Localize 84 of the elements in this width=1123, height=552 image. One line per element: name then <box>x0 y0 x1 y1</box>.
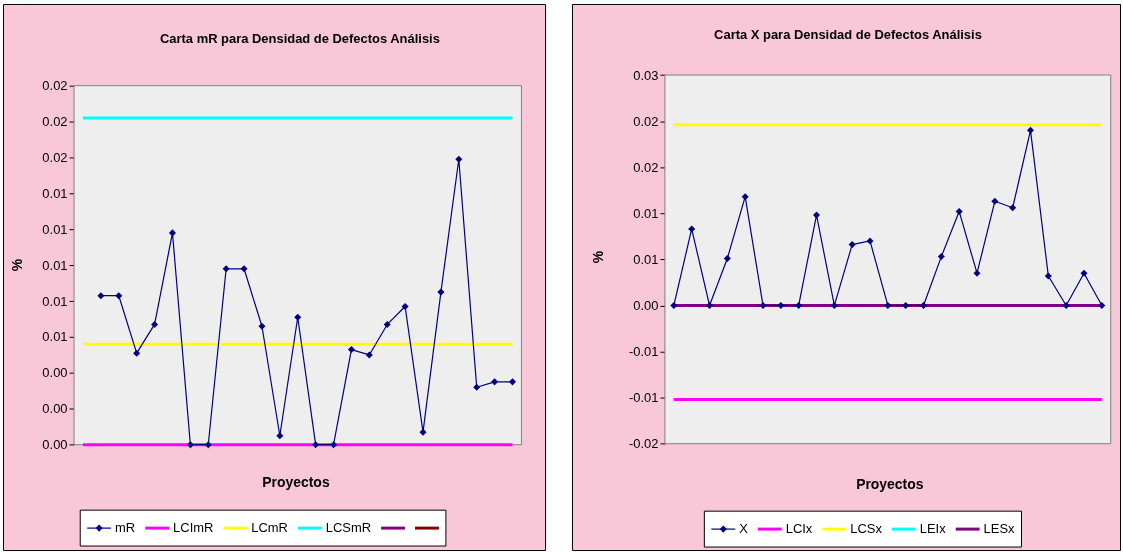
chart-title: Carta X para Densidad de Defectos Análisis <box>714 26 982 42</box>
point <box>670 301 678 309</box>
point <box>795 301 803 309</box>
point <box>276 432 284 440</box>
x-axis-title: Proyectos <box>856 476 924 493</box>
point <box>1026 126 1035 134</box>
point <box>723 254 731 262</box>
y-axis-title: % <box>8 258 25 272</box>
point <box>741 193 749 201</box>
y-tick-label: 0.01 <box>633 205 659 221</box>
y-tick-label: 0.00 <box>42 437 68 453</box>
y-tick-label: 0.02 <box>42 78 68 94</box>
point <box>830 301 838 309</box>
y-tick-label: 0.01 <box>633 251 659 267</box>
legend-label: mR <box>115 520 136 536</box>
y-tick-label: 0.02 <box>633 159 659 175</box>
point <box>1044 272 1052 280</box>
legend-label: LCmR <box>251 520 288 536</box>
point <box>919 301 928 309</box>
y-tick-label: 0.00 <box>42 401 68 417</box>
y-axis-title: % <box>589 250 606 264</box>
point <box>937 253 945 261</box>
legend-label: LCSmR <box>325 520 372 536</box>
point <box>508 378 517 386</box>
point <box>759 301 767 309</box>
point <box>383 320 391 328</box>
point <box>330 441 338 449</box>
point <box>455 155 463 163</box>
y-tick-label: 0.01 <box>42 293 68 309</box>
point <box>473 383 481 391</box>
point <box>437 288 445 296</box>
legend-label: LCImR <box>173 520 214 536</box>
point <box>902 301 910 309</box>
point <box>1080 269 1088 277</box>
y-tick-label: -0.01 <box>628 390 659 406</box>
point <box>419 428 427 436</box>
point <box>884 301 892 309</box>
point <box>812 211 821 219</box>
legend-label: LEIx <box>919 521 947 537</box>
point <box>401 302 409 310</box>
point <box>365 351 373 359</box>
point <box>866 237 874 245</box>
point <box>133 349 141 357</box>
y-tick-label: 0.03 <box>633 67 659 83</box>
point <box>115 292 123 300</box>
point <box>1062 301 1070 309</box>
x-axis-title: Proyectos <box>262 474 330 491</box>
point <box>991 197 999 205</box>
y-tick-label: 0.00 <box>633 297 659 313</box>
point <box>222 265 230 273</box>
chart-title: Carta mR para Densidad de Defectos Análisis <box>159 30 440 46</box>
point <box>1009 204 1017 212</box>
point <box>168 229 176 237</box>
y-tick-label: 0.01 <box>42 221 68 237</box>
point <box>955 207 963 215</box>
y-tick-label: 0.02 <box>633 113 659 129</box>
y-tick-label: 0.01 <box>42 329 68 345</box>
point <box>688 225 696 233</box>
point <box>848 241 856 249</box>
point <box>258 322 266 330</box>
y-tick-label: -0.02 <box>628 436 659 452</box>
y-tick-label: 0.02 <box>42 114 68 130</box>
point <box>294 313 302 321</box>
point <box>312 441 320 449</box>
point <box>151 320 159 328</box>
point <box>491 378 499 386</box>
point <box>97 292 105 300</box>
legend-label: LCSx <box>850 521 883 537</box>
legend-label: X <box>739 521 749 537</box>
point <box>204 441 212 449</box>
y-tick-label: 0.01 <box>42 257 68 273</box>
legend-label: LCIx <box>785 521 813 537</box>
point <box>186 441 194 449</box>
y-tick-label: 0.01 <box>42 185 68 201</box>
y-tick-label: 0.02 <box>42 149 68 165</box>
y-tick-label: -0.01 <box>628 344 659 360</box>
point <box>1098 301 1106 309</box>
legend-label: LESx <box>983 521 1016 537</box>
point <box>973 269 981 277</box>
y-tick-label: 0.00 <box>42 365 68 381</box>
point <box>705 301 714 309</box>
point <box>777 301 785 309</box>
point <box>240 265 248 273</box>
point <box>347 346 355 354</box>
